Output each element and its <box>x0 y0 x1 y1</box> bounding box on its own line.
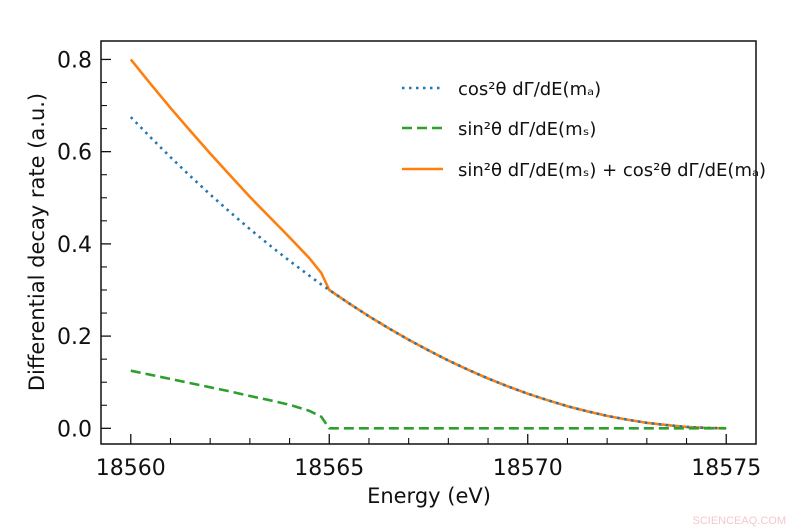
y-tick-label: 0.8 <box>57 48 92 73</box>
watermark: SCIENCEAQ.COM <box>692 515 786 527</box>
x-tick-label: 18575 <box>691 456 761 481</box>
legend-label-0: cos²θ dΓ/dE(mₐ) <box>458 79 601 100</box>
legend-label-1: sin²θ dΓ/dE(mₛ) <box>458 119 596 140</box>
y-axis-label: Differential decay rate (a.u.) <box>25 93 49 391</box>
series-layer <box>129 58 727 430</box>
y-tick-label: 0.4 <box>57 233 92 258</box>
legend: cos²θ dΓ/dE(mₐ) sin²θ dΓ/dE(mₛ) sin²θ dΓ/d… <box>402 79 766 181</box>
x-tick-label: 18565 <box>294 456 364 481</box>
series-line-2 <box>129 58 727 430</box>
y-tick-label: 0.0 <box>57 417 92 442</box>
axes-frame <box>100 40 757 445</box>
series-line-1 <box>130 369 727 430</box>
x-axis-label: Energy (eV) <box>367 484 491 508</box>
legend-label-2: sin²θ dΓ/dE(mₛ) + cos²θ dΓ/dE(mₐ) <box>458 160 766 181</box>
tick-layer: 18560 18565 18570 18575 0.0 0.2 0.4 0.6 0.8 <box>57 48 761 481</box>
x-tick-label: 18560 <box>96 456 166 481</box>
y-tick-label: 0.2 <box>57 325 92 350</box>
y-tick-label: 0.6 <box>57 141 92 166</box>
series-line-0 <box>129 116 727 430</box>
x-tick-label: 18570 <box>493 456 563 481</box>
